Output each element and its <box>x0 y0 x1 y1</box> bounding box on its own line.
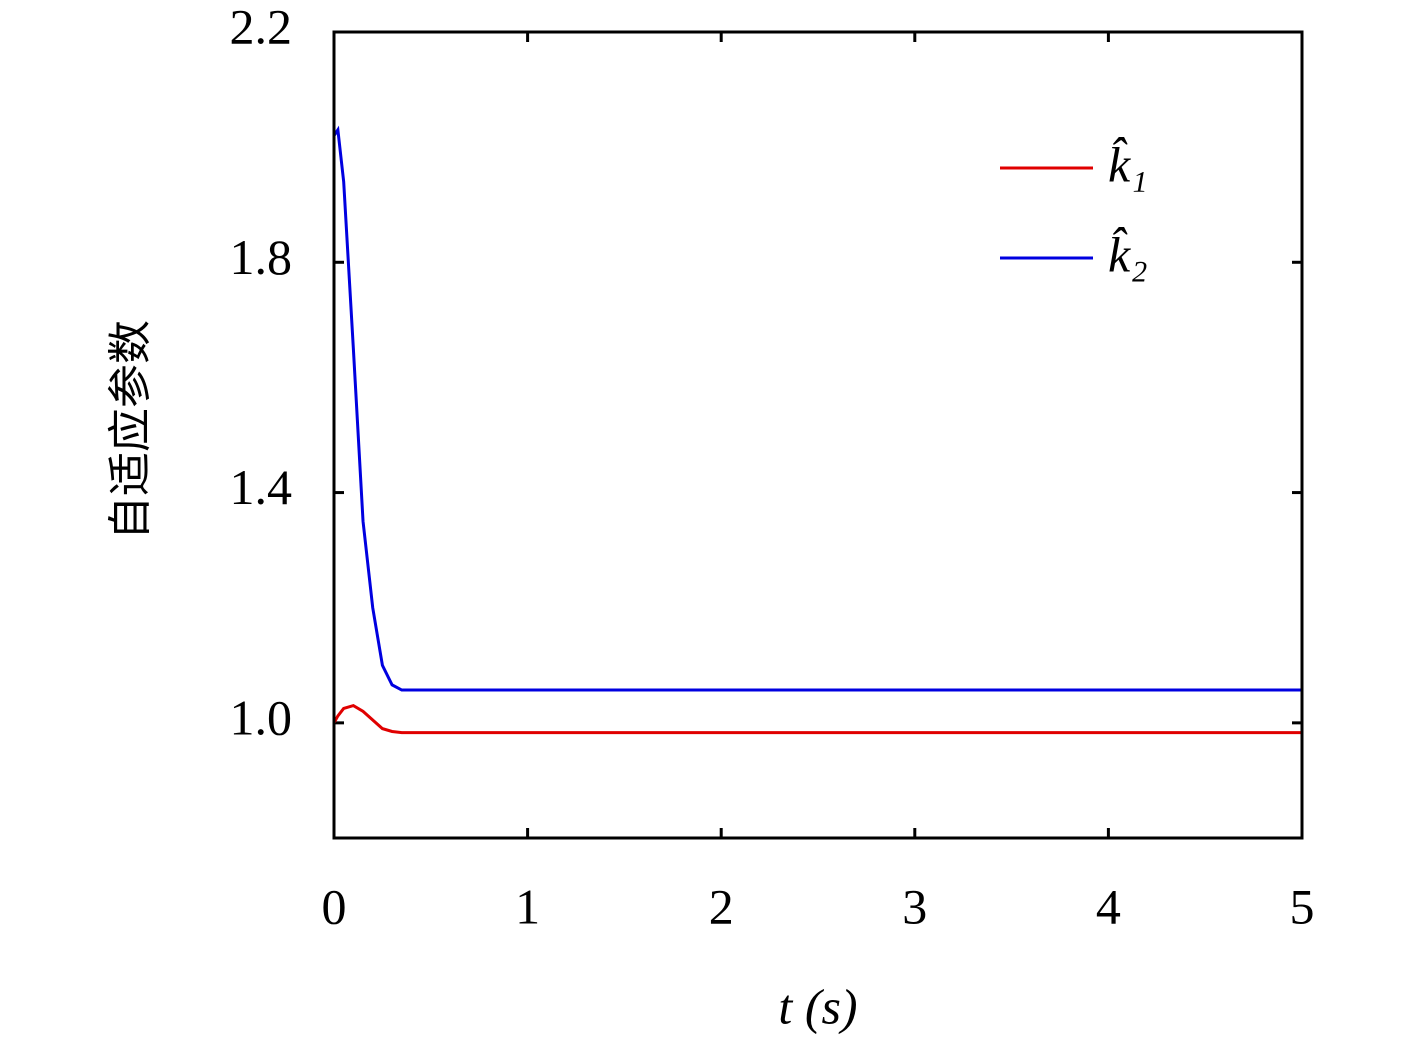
y-tick-label: 2.2 <box>230 0 293 54</box>
legend-label: k̂₂ <box>1108 226 1148 283</box>
x-axis-label: t (s) <box>778 978 857 1034</box>
legend-label: k̂₁ <box>1108 136 1148 193</box>
plot-frame <box>332 30 1304 840</box>
y-tick-label: 1.8 <box>230 229 293 285</box>
x-tick-label: 1 <box>515 878 540 934</box>
x-tick-label: 2 <box>709 878 734 934</box>
x-tick-label: 5 <box>1290 878 1315 934</box>
x-tick-label: 4 <box>1096 878 1121 934</box>
series-line <box>332 125 1302 692</box>
series-line <box>332 703 1302 735</box>
y-tick-label: 1.4 <box>230 459 293 515</box>
y-axis-label: 自适应参数 <box>106 320 155 540</box>
y-tick-label: 1.0 <box>230 689 293 745</box>
x-tick-label: 3 <box>902 878 927 934</box>
x-tick-label: 0 <box>322 878 347 934</box>
